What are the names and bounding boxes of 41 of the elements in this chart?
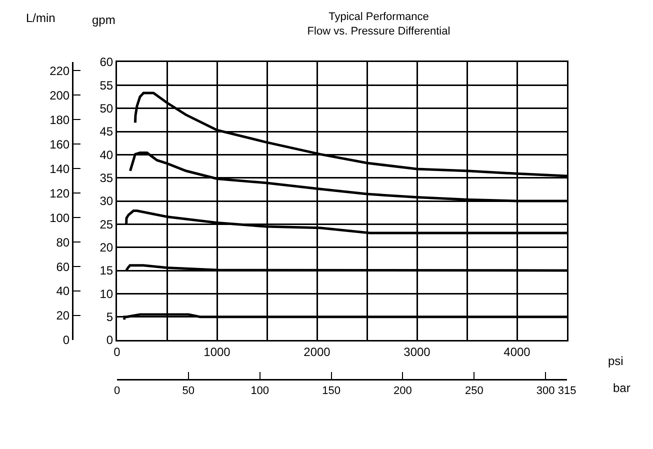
y-tick-label: 10 <box>100 286 114 301</box>
y-tick-label: 35 <box>100 171 114 186</box>
x-tick-label: 2000 <box>304 344 331 359</box>
x2-tick-label: 100 <box>250 384 270 397</box>
y-tick-label: 25 <box>100 217 114 232</box>
chart-title: Typical Performance Flow vs. Pressure Differential <box>307 11 450 38</box>
y2-tick-label: 220 <box>50 64 70 78</box>
y-tick-label: 15 <box>100 264 114 278</box>
y-tick-label: 5 <box>106 310 114 324</box>
x-axis-title: psi <box>608 354 624 368</box>
y2-tick-label: 100 <box>50 210 70 225</box>
y2-tick-label: 180 <box>50 112 70 127</box>
y-axis-title: gpm <box>92 13 116 27</box>
y2-tick-label: 20 <box>56 308 70 323</box>
x2-tick-label: 250 <box>464 384 484 397</box>
y-tick-label: 50 <box>100 102 114 116</box>
y-tick-label: 60 <box>100 55 114 70</box>
x2-tick-label: 50 <box>182 384 195 397</box>
x2-tick-label: 200 <box>394 384 412 397</box>
y2-tick-label: 40 <box>56 284 70 298</box>
x-tick-label: 3000 <box>404 344 431 359</box>
y-tick-label: 40 <box>100 148 114 162</box>
y-tick-label: 0 <box>106 333 114 348</box>
x-tick-label: 1000 <box>204 344 231 359</box>
y2-tick-label: 80 <box>56 235 70 250</box>
y-tick-label: 55 <box>100 78 114 92</box>
y-tick-label: 20 <box>100 240 114 255</box>
y2-tick-label: 140 <box>50 162 70 176</box>
x-tick-label: 4000 <box>504 344 531 359</box>
y2-tick-label: 60 <box>56 260 70 274</box>
y2-tick-label: 120 <box>50 186 70 200</box>
y2-tick-label: 200 <box>50 88 70 102</box>
y2-axis-title: L/min <box>26 11 56 25</box>
x2-tick-label: 150 <box>322 384 340 397</box>
x2-tick-label: 300 <box>536 384 555 397</box>
x2-tick-label: 315 <box>558 384 576 397</box>
y-tick-label: 45 <box>100 124 114 139</box>
y-tick-label: 30 <box>100 194 114 208</box>
y2-tick-label: 160 <box>50 137 70 152</box>
x2-axis-title: bar <box>613 381 630 395</box>
y2-tick-label: 0 <box>62 333 70 348</box>
